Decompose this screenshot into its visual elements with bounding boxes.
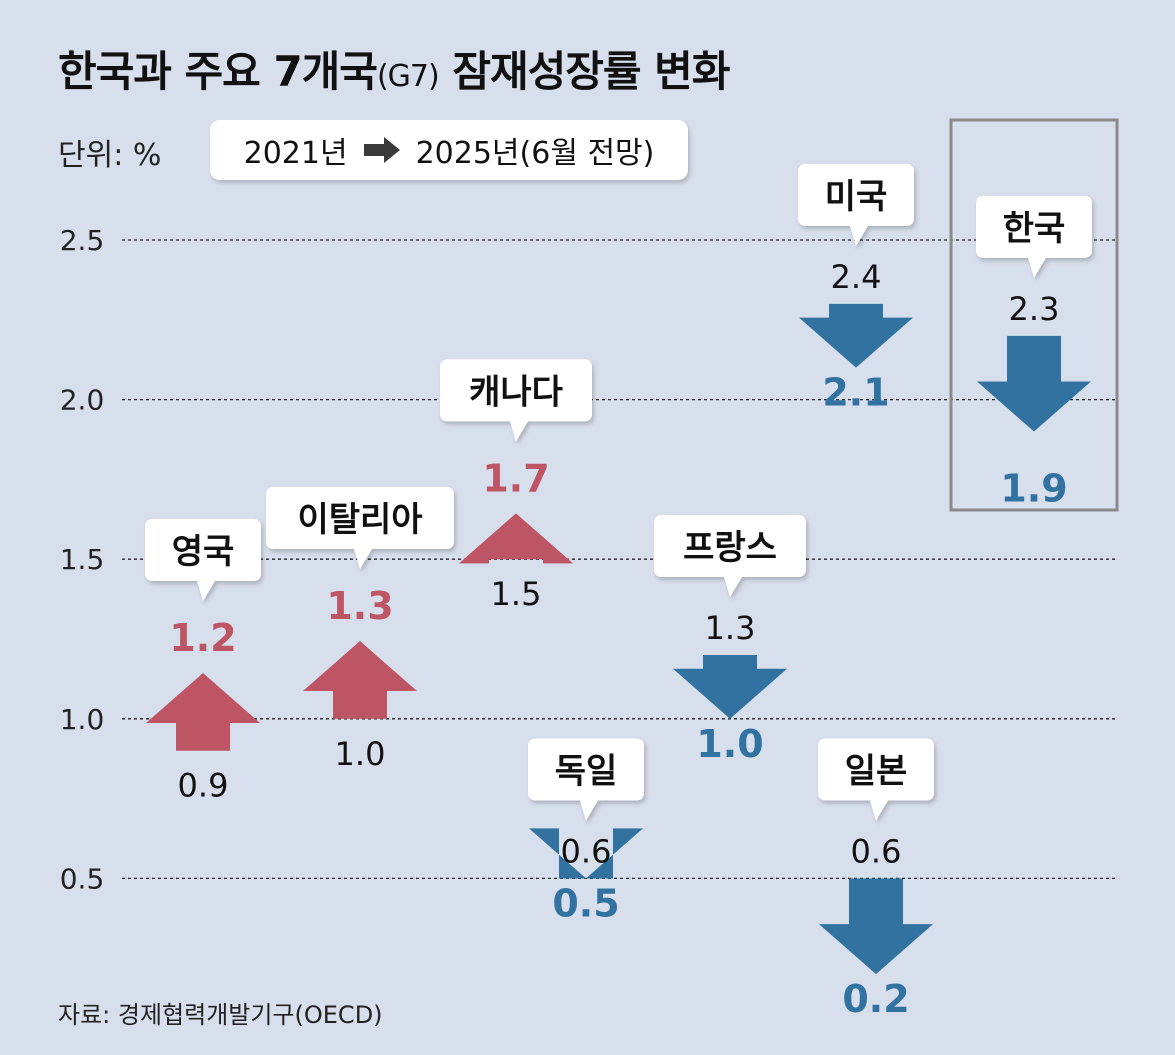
value-2021: 1.3 bbox=[705, 609, 756, 647]
tag-bubble bbox=[818, 738, 934, 821]
arrow-down bbox=[799, 303, 913, 368]
country-tag bbox=[528, 738, 644, 821]
country-label: 미국 bbox=[825, 177, 888, 217]
arrow-down bbox=[673, 655, 787, 719]
tag-bubble bbox=[440, 359, 592, 442]
right-arrow-icon bbox=[363, 137, 400, 163]
arrow-up bbox=[146, 672, 260, 751]
country-label: 한국 bbox=[1003, 209, 1066, 249]
value-2021: 1.0 bbox=[335, 735, 386, 773]
tag-bubble bbox=[654, 515, 806, 598]
country-label: 영국 bbox=[172, 532, 235, 572]
value-2021: 2.3 bbox=[1009, 290, 1060, 328]
source-note: 자료: 경제협력개발기구(OECD) bbox=[58, 1001, 383, 1029]
title-sub: (G7) bbox=[376, 59, 440, 94]
value-2021: 2.4 bbox=[831, 258, 882, 296]
country-tag bbox=[440, 359, 592, 442]
value-2025: 1.2 bbox=[169, 616, 236, 660]
tag-bubble bbox=[798, 163, 914, 246]
value-2025: 0.2 bbox=[842, 977, 909, 1021]
value-2021: 0.6 bbox=[561, 832, 612, 870]
arrow-down bbox=[529, 828, 643, 879]
country-tag bbox=[145, 518, 261, 601]
tag-bubble bbox=[145, 518, 261, 601]
y-tick-label: 0.5 bbox=[60, 862, 105, 895]
y-tick-label: 1.0 bbox=[60, 703, 105, 736]
value-2025: 2.1 bbox=[822, 371, 889, 415]
country-label: 캐나다 bbox=[469, 372, 563, 412]
value-2025: 0.5 bbox=[552, 881, 619, 925]
legend-from: 2021년 bbox=[243, 136, 348, 171]
title-main: 한국과 주요 7개국 bbox=[58, 47, 378, 96]
tag-bubble bbox=[266, 487, 454, 570]
country-label: 독일 bbox=[555, 751, 618, 791]
value-2025: 1.9 bbox=[1000, 467, 1067, 511]
country-label: 프랑스 bbox=[683, 528, 777, 568]
highlight-box bbox=[949, 118, 1119, 512]
tag-bubble bbox=[528, 738, 644, 821]
country-tag bbox=[798, 163, 914, 246]
arrow-up bbox=[303, 641, 417, 719]
y-tick-label: 2.0 bbox=[60, 384, 105, 417]
chart-title: 한국과 주요 7개국(G7) 잠재성장률 변화 bbox=[58, 38, 730, 99]
arrow-up bbox=[459, 513, 573, 564]
value-2021: 1.5 bbox=[491, 575, 542, 613]
value-2021: 0.9 bbox=[178, 767, 229, 805]
title-tail: 잠재성장률 변화 bbox=[438, 47, 730, 96]
country-tag bbox=[976, 195, 1092, 278]
country-tag bbox=[654, 515, 806, 598]
arrow-down bbox=[819, 878, 933, 975]
tag-bubble bbox=[976, 195, 1092, 278]
country-label: 이탈리아 bbox=[297, 500, 422, 540]
value-2025: 1.0 bbox=[696, 722, 763, 766]
legend-box: 2021년 2025년(6월 전망) bbox=[210, 120, 688, 180]
legend-to: 2025년(6월 전망) bbox=[415, 136, 655, 171]
value-2025: 1.7 bbox=[482, 456, 549, 500]
value-2025: 1.3 bbox=[326, 584, 393, 628]
arrow-down bbox=[977, 335, 1091, 432]
y-tick-label: 2.5 bbox=[60, 224, 105, 257]
unit-label: 단위: % bbox=[58, 138, 162, 173]
country-label: 일본 bbox=[845, 751, 908, 791]
value-2021: 0.6 bbox=[851, 832, 902, 870]
country-tag bbox=[818, 738, 934, 821]
y-tick-label: 1.5 bbox=[60, 543, 105, 576]
country-tag bbox=[266, 487, 454, 570]
